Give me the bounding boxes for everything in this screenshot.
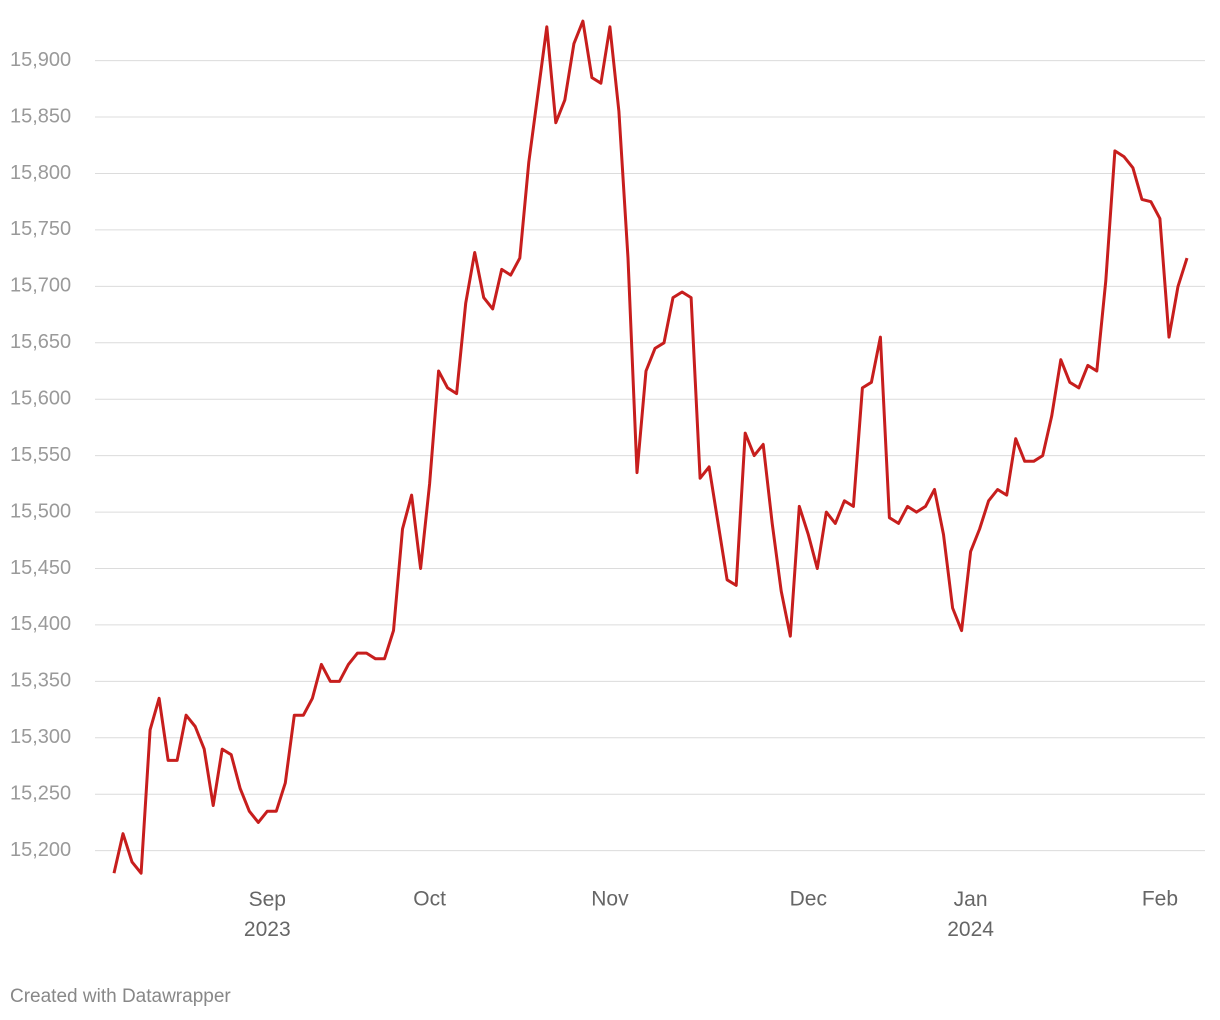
y-tick-label: 15,500 [10, 500, 71, 522]
y-tick-label: 15,800 [10, 162, 71, 184]
y-tick-label: 15,700 [10, 275, 71, 297]
x-tick-label: Oct [413, 888, 446, 911]
x-tick-label: Feb [1142, 888, 1178, 911]
y-tick-label: 15,750 [10, 218, 71, 240]
y-tick-label: 15,250 [10, 783, 71, 805]
y-tick-label: 15,600 [10, 387, 71, 409]
y-tick-label: 15,350 [10, 670, 71, 692]
y-tick-label: 15,200 [10, 839, 71, 861]
x-tick-label: Nov [591, 888, 629, 911]
y-tick-label: 15,900 [10, 49, 71, 71]
line [112, 19, 1189, 875]
credit: Created with Datawrapper [10, 986, 231, 1007]
y-tick-label: 15,650 [10, 331, 71, 353]
y-tick-label: 15,550 [10, 444, 71, 466]
x-tick-label: Dec [790, 888, 827, 911]
x-tick-label: Jan 2024 [947, 888, 994, 941]
y-tick-label: 15,400 [10, 613, 71, 635]
x-tick-label: Sep 2023 [244, 888, 291, 941]
y-tick-label: 15,300 [10, 726, 71, 748]
y-tick-label: 15,850 [10, 105, 71, 127]
y-tick-label: 15,450 [10, 557, 71, 579]
